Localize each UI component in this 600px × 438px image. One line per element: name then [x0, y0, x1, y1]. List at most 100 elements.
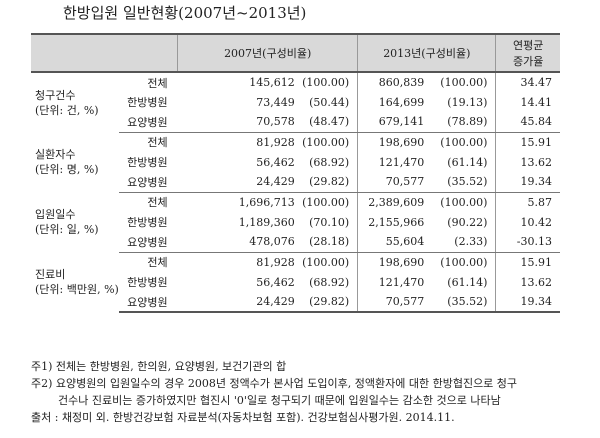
value-2007: 24,429 — [226, 292, 295, 313]
spacer-cell — [177, 172, 227, 193]
share-2007: (100.00) — [302, 76, 350, 89]
row-category: 전체 — [147, 256, 168, 270]
value-2013: 70,577 — [357, 172, 425, 193]
row-category: 요양병원 — [118, 172, 178, 193]
growth-rate: 45.84 — [495, 112, 560, 133]
share-2013: (2.33) — [424, 232, 496, 253]
group-label-unit: (단위: 명, %) — [35, 163, 99, 176]
spacer-cell — [178, 72, 227, 92]
share-2013: (35.52) — [424, 292, 496, 313]
value-2013: 198,690 — [357, 132, 425, 152]
share-2013: (61.14) — [447, 275, 488, 289]
note-2-continued: 건수나 진료비는 증가하였지만 협진시 '0'일로 청구되기 때문에 입원일수는… — [58, 394, 501, 407]
share-2013: (100.00) — [440, 195, 488, 209]
row-category: 한방병원 — [127, 96, 168, 109]
group-label-unit: (단위: 일, %) — [35, 223, 99, 236]
row-category: 요양병원 — [118, 232, 178, 253]
table-row: 요양병원 478,076 (28.18) 55,604 (2.33) -30.13 — [31, 232, 560, 253]
group-label-name: 진료비 — [35, 268, 66, 281]
spacer-cell — [178, 132, 227, 152]
spacer-cell — [178, 192, 227, 212]
value-2013: 164,699 — [357, 92, 425, 112]
table-row: 요양병원 70,578 (48.47) 679,141 (78.89) 45.84 — [31, 112, 560, 133]
table-row: 요양병원 24,429 (29.82) 70,577 (35.52) 19.34 — [31, 292, 560, 313]
share-2007: (100.00) — [302, 135, 350, 149]
table-row: 청구건수 (단위: 건, %) 전체 145,612 (100.00) 860,839 (1… — [31, 72, 560, 117]
growth-rate: 5.87 — [495, 192, 560, 212]
header-2013: 2013년(구성비율) — [357, 33, 496, 73]
table-row: 한방병원 73,449 (50.44) 164,699 (19.13) 14.41 — [31, 92, 560, 112]
growth-rate: 13.62 — [495, 272, 560, 292]
share-2007: (100.00) — [302, 255, 350, 269]
value-2007: 56,462 — [256, 155, 295, 169]
row-category: 요양병원 — [118, 112, 178, 133]
share-2013: (35.52) — [424, 172, 496, 193]
group-label: 입원일수 (단위: 일, %) — [31, 192, 119, 252]
value-2013: 121,470 — [357, 272, 425, 292]
growth-rate: 14.41 — [495, 92, 560, 112]
spacer-cell — [177, 292, 227, 313]
row-category: 한방병원 — [127, 216, 168, 229]
value-2007: 56,462 — [256, 275, 295, 289]
share-2007: (48.47) — [294, 112, 358, 133]
share-2013: (90.22) — [447, 215, 488, 229]
group-label-name: 청구건수 — [35, 88, 76, 102]
value-2007: 70,578 — [226, 112, 295, 133]
row-category: 전체 — [147, 196, 168, 210]
group-label: 청구건수 (단위: 건, %) — [31, 72, 119, 132]
header-growth: 연평균 증가율 — [495, 33, 560, 73]
header-2007: 2007년(구성비율) — [177, 33, 358, 73]
growth-rate: 15.91 — [495, 132, 560, 152]
table-notes: 주1) 전체는 한방병원, 한의원, 요양병원, 보건기관의 합 주2) 요양병… — [31, 358, 591, 426]
spacer-cell — [178, 272, 227, 292]
growth-rate: 15.91 — [495, 252, 560, 272]
share-2007: (68.92) — [309, 275, 350, 289]
note-2: 주2) 요양병원의 입원일수의 경우 2008년 정액수가 본사업 도입이후, … — [31, 377, 518, 390]
group-label-unit: (단위: 백만원, %) — [35, 283, 119, 296]
value-2007: 1,189,360 — [238, 215, 295, 229]
table-row: 입원일수 (단위: 일, %) 전체 1,696,713 (100.00) 2,389,6… — [31, 192, 560, 236]
share-2013: (19.13) — [447, 95, 488, 109]
table-body: 청구건수 (단위: 건, %) 전체 145,612 (100.00) 860,839 (1… — [31, 72, 560, 313]
share-2007: (70.10) — [309, 215, 350, 229]
growth-rate: 19.34 — [495, 292, 560, 313]
row-category: 한방병원 — [127, 156, 168, 169]
share-2007: (28.18) — [294, 232, 358, 253]
value-2007: 145,612 — [249, 76, 295, 89]
note-1: 주1) 전체는 한방병원, 한의원, 요양병원, 보건기관의 합 — [31, 360, 287, 373]
spacer-cell — [178, 252, 227, 272]
table-title: 한방입원 일반현황(2007년~2013년) — [63, 4, 307, 22]
group-label: 진료비 (단위: 백만원, %) — [31, 252, 119, 312]
share-2007: (68.92) — [309, 155, 350, 169]
value-2007: 478,076 — [226, 232, 295, 253]
table-row: 한방병원 1,189,360 (70.10) 2,155,966 (90.22) 10.4… — [31, 212, 560, 232]
group-label-name: 입원일수 — [35, 208, 76, 221]
table-row: 요양병원 24,429 (29.82) 70,577 (35.52) 19.34 — [31, 172, 560, 193]
group-label: 실환자수 (단위: 명, %) — [31, 132, 119, 192]
growth-rate: 19.34 — [495, 172, 560, 193]
header-blank-cell — [31, 33, 178, 73]
growth-rate: 34.47 — [495, 72, 560, 92]
row-category: 전체 — [147, 76, 168, 90]
growth-rate: -30.13 — [495, 232, 560, 253]
group-label-unit: (단위: 건, %) — [35, 103, 99, 117]
share-2013: (100.00) — [440, 76, 488, 89]
spacer-cell — [178, 152, 227, 172]
share-2007: (29.82) — [294, 172, 358, 193]
value-2013: 2,155,966 — [357, 212, 425, 232]
table-row: 한방병원 56,462 (68.92) 121,470 (61.14) 13.62 — [31, 272, 560, 292]
header-growth-line2: 증가율 — [513, 55, 544, 68]
stats-table: 2007년(구성비율) 2013년(구성비율) 연평균 증가율 청구건수 (단위:… — [31, 33, 560, 313]
share-2007: (50.44) — [309, 95, 350, 109]
value-2013: 121,470 — [357, 152, 425, 172]
value-2013: 70,577 — [357, 292, 425, 313]
value-2007: 81,928 — [256, 255, 295, 269]
growth-rate: 10.42 — [495, 212, 560, 232]
share-2013: (100.00) — [440, 135, 488, 149]
table-row: 실환자수 (단위: 명, %) 전체 81,928 (100.00) 198,690 (10… — [31, 132, 560, 176]
value-2007: 1,696,713 — [238, 195, 295, 209]
spacer-cell — [177, 232, 227, 253]
row-category: 한방병원 — [127, 276, 168, 289]
value-2007: 81,928 — [256, 135, 295, 149]
share-2013: (78.89) — [424, 112, 496, 133]
